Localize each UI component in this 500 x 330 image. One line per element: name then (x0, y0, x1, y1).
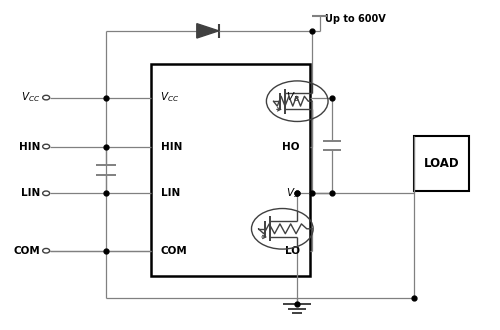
Text: LO: LO (284, 246, 300, 256)
Text: HIN: HIN (160, 142, 182, 151)
Text: $V_{CC}$: $V_{CC}$ (21, 91, 40, 105)
Polygon shape (197, 24, 218, 38)
Text: COM: COM (14, 246, 40, 256)
Text: LIN: LIN (160, 188, 180, 198)
Text: HO: HO (282, 142, 300, 151)
Text: $V_B$: $V_B$ (286, 91, 300, 105)
Bar (150, 64, 310, 276)
Bar (414, 136, 469, 191)
Text: LOAD: LOAD (424, 157, 459, 170)
Text: $V_S$: $V_S$ (286, 186, 300, 200)
Text: HIN: HIN (19, 142, 40, 151)
Text: LIN: LIN (21, 188, 40, 198)
Text: $V_{CC}$: $V_{CC}$ (160, 91, 180, 105)
Text: Up to 600V: Up to 600V (324, 14, 386, 24)
Text: COM: COM (160, 246, 187, 256)
